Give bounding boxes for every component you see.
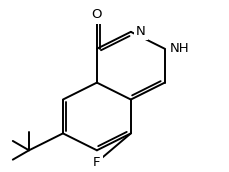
Text: NH: NH xyxy=(169,42,188,55)
Text: F: F xyxy=(93,156,100,169)
Text: N: N xyxy=(135,25,145,38)
Text: O: O xyxy=(91,8,102,22)
